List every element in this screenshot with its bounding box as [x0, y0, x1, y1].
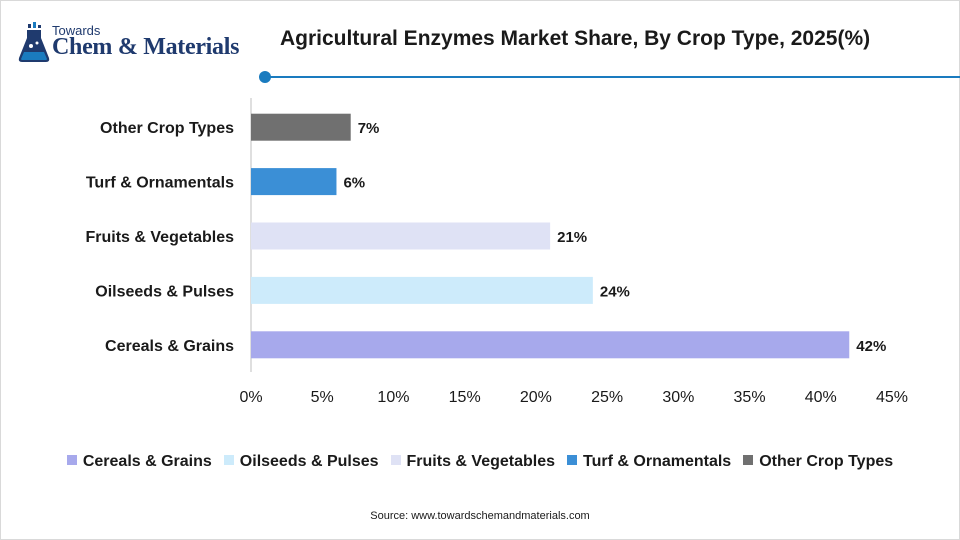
bar-0 [251, 331, 850, 359]
value-label-3: 6% [343, 175, 365, 192]
category-label-0: Cereals & Grains [105, 338, 234, 355]
legend-item-3: Turf & Ornamentals [567, 453, 731, 471]
logo-main-text: Chem & Materials [52, 34, 240, 60]
title-underline [265, 76, 960, 78]
x-tick-label-5: 25% [591, 389, 623, 406]
legend-label-2: Fruits & Vegetables [406, 453, 556, 470]
legend-item-4: Other Crop Types [743, 453, 893, 471]
legend-swatch-0 [66, 455, 77, 465]
legend-swatch-1 [223, 455, 234, 465]
legend-label-4: Other Crop Types [759, 453, 894, 470]
x-tick-label-9: 45% [876, 389, 908, 406]
legend-item-0: Cereals & Grains [66, 453, 212, 471]
source-note: Source: www.towardschemandmaterials.com [370, 510, 590, 522]
bar-1 [251, 276, 593, 304]
bar-chart: Cereals & Grains 42% Oilseeds & Pulses 24% F… [86, 98, 908, 406]
brand-logo: Towards Chem & Materials [14, 18, 254, 68]
category-label-4: Other Crop Types [100, 120, 234, 137]
category-label-1: Oilseeds & Pulses [95, 283, 234, 300]
chart-title: Agricultural Enzymes Market Share, By Cr… [280, 27, 871, 50]
value-label-0: 42% [856, 338, 886, 355]
value-label-2: 21% [557, 229, 587, 246]
legend-swatch-4 [743, 455, 754, 465]
x-tick-label-7: 35% [734, 389, 766, 406]
logo-towards-text: Towards [52, 23, 101, 38]
value-label-1: 24% [600, 283, 630, 300]
legend-label-3: Turf & Ornamentals [583, 453, 732, 470]
flask-icon [18, 22, 50, 62]
x-tick-label-8: 40% [805, 389, 837, 406]
bar-4 [251, 113, 351, 141]
x-tick-label-2: 10% [377, 389, 409, 406]
category-label-2: Fruits & Vegetables [86, 229, 235, 246]
legend-label-0: Cereals & Grains [82, 453, 212, 470]
x-tick-label-3: 15% [449, 389, 481, 406]
legend-item-2: Fruits & Vegetables [390, 453, 556, 471]
legend-swatch-2 [390, 455, 401, 465]
category-label-3: Turf & Ornamentals [86, 175, 234, 192]
x-tick-label-4: 20% [520, 389, 552, 406]
legend-swatch-3 [567, 455, 578, 465]
legend-label-1: Oilseeds & Pulses [239, 453, 379, 470]
bar-2 [251, 222, 551, 250]
chart-legend: Cereals & Grains Oilseeds & Pulses Fruits … [0, 453, 960, 471]
value-label-4: 7% [358, 120, 380, 137]
bar-3 [251, 168, 337, 196]
x-tick-label-0: 0% [239, 389, 262, 406]
x-tick-label-1: 5% [311, 389, 334, 406]
x-tick-label-6: 30% [662, 389, 694, 406]
legend-item-1: Oilseeds & Pulses [223, 453, 379, 471]
